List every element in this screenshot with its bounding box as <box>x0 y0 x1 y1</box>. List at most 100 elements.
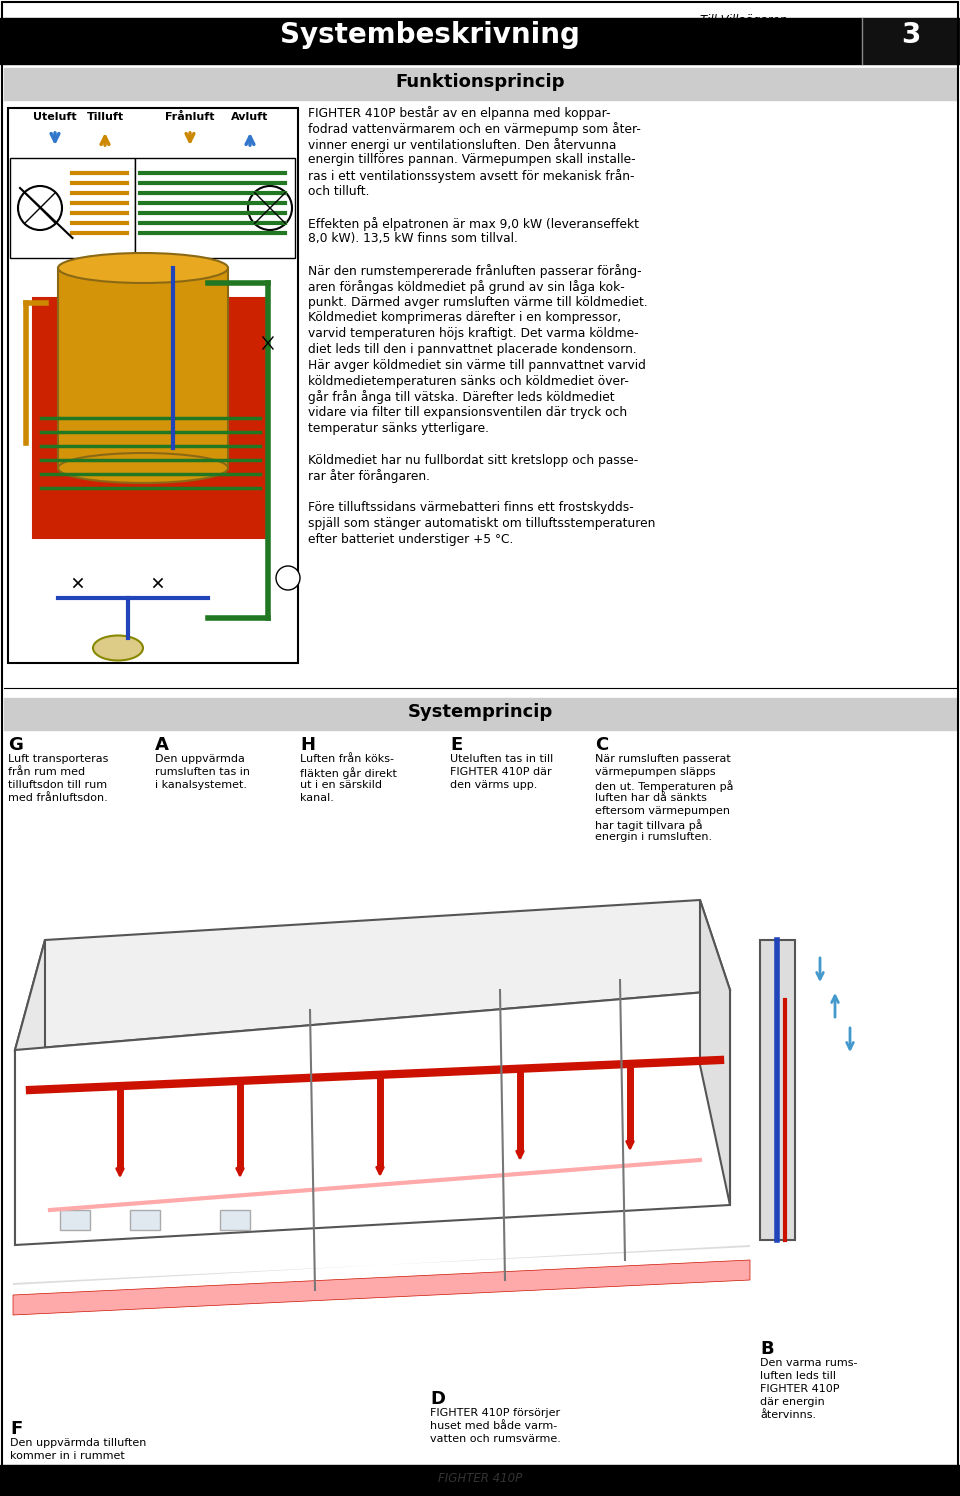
Text: med frånluftsdon.: med frånluftsdon. <box>8 793 108 803</box>
Text: rar åter förångaren.: rar åter förångaren. <box>308 470 430 483</box>
Text: köldmedietemperaturen sänks och köldmediet över-: köldmedietemperaturen sänks och köldmedi… <box>308 374 629 387</box>
Text: FIGHTER 410P: FIGHTER 410P <box>760 1384 839 1394</box>
Ellipse shape <box>93 636 143 661</box>
Text: i kanalsystemet.: i kanalsystemet. <box>155 779 247 790</box>
Bar <box>8 108 298 663</box>
Text: luften har då sänkts: luften har då sänkts <box>595 793 707 803</box>
Text: Systembeskrivning: Systembeskrivning <box>280 21 580 49</box>
Text: 8,0 kW). 13,5 kW finns som tillval.: 8,0 kW). 13,5 kW finns som tillval. <box>308 232 517 245</box>
Bar <box>220 1210 250 1230</box>
Text: kanal.: kanal. <box>300 793 334 803</box>
Circle shape <box>18 186 62 230</box>
Text: Här avger köldmediet sin värme till pannvattnet varvid: Här avger köldmediet sin värme till pann… <box>308 359 646 373</box>
Text: Luft transporteras: Luft transporteras <box>8 754 108 764</box>
Bar <box>4 699 956 730</box>
Text: FIGHTER 410P består av en elpanna med koppar-: FIGHTER 410P består av en elpanna med ko… <box>308 106 611 120</box>
Polygon shape <box>700 901 730 1204</box>
Text: aren förångas köldmediet på grund av sin låga kok-: aren förångas köldmediet på grund av sin… <box>308 280 625 293</box>
Bar <box>33 298 268 539</box>
Bar <box>10 159 135 257</box>
Text: Frånluft: Frånluft <box>165 112 215 123</box>
Polygon shape <box>15 901 730 1050</box>
Text: eftersom värmepumpen: eftersom värmepumpen <box>595 806 730 815</box>
Text: När rumsluften passerat: När rumsluften passerat <box>595 754 731 764</box>
Bar <box>0 18 862 64</box>
Text: Effekten på elpatronen är max 9,0 kW (leveranseffekt: Effekten på elpatronen är max 9,0 kW (le… <box>308 217 639 230</box>
Text: värmepumpen släpps: värmepumpen släpps <box>595 767 715 776</box>
Text: D: D <box>430 1390 445 1408</box>
Text: B: B <box>760 1340 774 1358</box>
Text: vatten och rumsvärme.: vatten och rumsvärme. <box>430 1435 561 1444</box>
Text: temperatur sänks ytterligare.: temperatur sänks ytterligare. <box>308 422 489 435</box>
Ellipse shape <box>58 253 228 283</box>
Polygon shape <box>15 939 45 1245</box>
Text: G: G <box>8 736 23 754</box>
Bar <box>0 1471 960 1496</box>
Text: Till Villaägaren: Till Villaägaren <box>700 13 787 27</box>
Text: kommer in i rummet: kommer in i rummet <box>10 1451 125 1462</box>
Text: energin i rumsluften.: energin i rumsluften. <box>595 832 712 842</box>
Text: F: F <box>10 1420 22 1438</box>
Bar <box>4 67 956 100</box>
Text: luften leds till: luften leds till <box>760 1370 836 1381</box>
Text: vidare via filter till expansionsventilen där tryck och: vidare via filter till expansionsventile… <box>308 407 627 419</box>
Bar <box>760 939 795 1240</box>
Text: Före tilluftssidans värmebatteri finns ett frostskydds-: Före tilluftssidans värmebatteri finns e… <box>308 501 634 515</box>
Bar <box>130 1210 160 1230</box>
Polygon shape <box>13 1260 750 1315</box>
Polygon shape <box>15 990 730 1245</box>
Text: ut i en särskild: ut i en särskild <box>300 779 382 790</box>
Text: energin tillföres pannan. Värmepumpen skall installe-: energin tillföres pannan. Värmepumpen sk… <box>308 154 636 166</box>
Text: ras i ett ventilationssystem avsett för mekanisk från-: ras i ett ventilationssystem avsett för … <box>308 169 635 183</box>
Bar <box>58 268 228 468</box>
Text: Den uppvärmda tilluften: Den uppvärmda tilluften <box>10 1438 146 1448</box>
Text: E: E <box>450 736 463 754</box>
Text: och tilluft.: och tilluft. <box>308 186 370 197</box>
Text: Köldmediet har nu fullbordat sitt kretslopp och passe-: Köldmediet har nu fullbordat sitt kretsl… <box>308 453 638 467</box>
Text: FIGHTER 410P: FIGHTER 410P <box>438 1472 522 1486</box>
Text: återvinns.: återvinns. <box>760 1411 816 1420</box>
Text: varvid temperaturen höjs kraftigt. Det varma köldme-: varvid temperaturen höjs kraftigt. Det v… <box>308 328 638 340</box>
Text: Luften från köks-: Luften från köks- <box>300 754 394 764</box>
Text: från rum med: från rum med <box>8 767 85 776</box>
Text: FIGHTER 410P där: FIGHTER 410P där <box>450 767 552 776</box>
Bar <box>0 1465 960 1495</box>
Text: fodrad vattenvärmarem och en värmepump som åter-: fodrad vattenvärmarem och en värmepump s… <box>308 121 641 136</box>
Text: Den uppvärmda: Den uppvärmda <box>155 754 245 764</box>
Text: punkt. Därmed avger rumsluften värme till köldmediet.: punkt. Därmed avger rumsluften värme til… <box>308 296 648 308</box>
Text: Uteluft: Uteluft <box>34 112 77 123</box>
Text: vinner energi ur ventilationsluften. Den återvunna: vinner energi ur ventilationsluften. Den… <box>308 138 616 151</box>
Bar <box>60 1210 90 1230</box>
Text: C: C <box>595 736 609 754</box>
Text: Avluft: Avluft <box>231 112 269 123</box>
Text: A: A <box>155 736 169 754</box>
Text: huset med både varm-: huset med både varm- <box>430 1421 557 1432</box>
Text: diet leds till den i pannvattnet placerade kondensorn.: diet leds till den i pannvattnet placera… <box>308 343 636 356</box>
Text: När den rumstempererade frånluften passerar förång-: När den rumstempererade frånluften passe… <box>308 263 641 278</box>
Text: den ut. Temperaturen på: den ut. Temperaturen på <box>595 779 733 791</box>
Text: Systemprincip: Systemprincip <box>407 703 553 721</box>
Bar <box>135 159 295 257</box>
Text: har tagit tillvara på: har tagit tillvara på <box>595 818 703 830</box>
Text: 3: 3 <box>901 21 921 49</box>
Text: där energin: där energin <box>760 1397 825 1408</box>
Text: tilluftsdon till rum: tilluftsdon till rum <box>8 779 108 790</box>
Circle shape <box>248 186 292 230</box>
Polygon shape <box>13 1245 750 1285</box>
Text: spjäll som stänger automatiskt om tilluftsstemperaturen: spjäll som stänger automatiskt om tilluf… <box>308 516 656 530</box>
Ellipse shape <box>58 453 228 483</box>
Bar <box>0 1466 960 1496</box>
Text: H: H <box>300 736 315 754</box>
Text: Uteluften tas in till: Uteluften tas in till <box>450 754 553 764</box>
Text: Köldmediet komprimeras därefter i en kompressor,: Köldmediet komprimeras därefter i en kom… <box>308 311 621 325</box>
Circle shape <box>276 565 300 589</box>
Text: Funktionsprincip: Funktionsprincip <box>396 73 564 91</box>
Text: Den varma rums-: Den varma rums- <box>760 1358 857 1367</box>
Text: efter batteriet understiger +5 °C.: efter batteriet understiger +5 °C. <box>308 533 514 546</box>
Bar <box>862 18 960 64</box>
Text: går från ånga till vätska. Därefter leds köldmediet: går från ånga till vätska. Därefter leds… <box>308 390 614 404</box>
Text: den värms upp.: den värms upp. <box>450 779 538 790</box>
Text: FIGHTER 410P försörjer: FIGHTER 410P försörjer <box>430 1408 560 1418</box>
Text: Tilluft: Tilluft <box>86 112 124 123</box>
Text: rumsluften tas in: rumsluften tas in <box>155 767 250 776</box>
